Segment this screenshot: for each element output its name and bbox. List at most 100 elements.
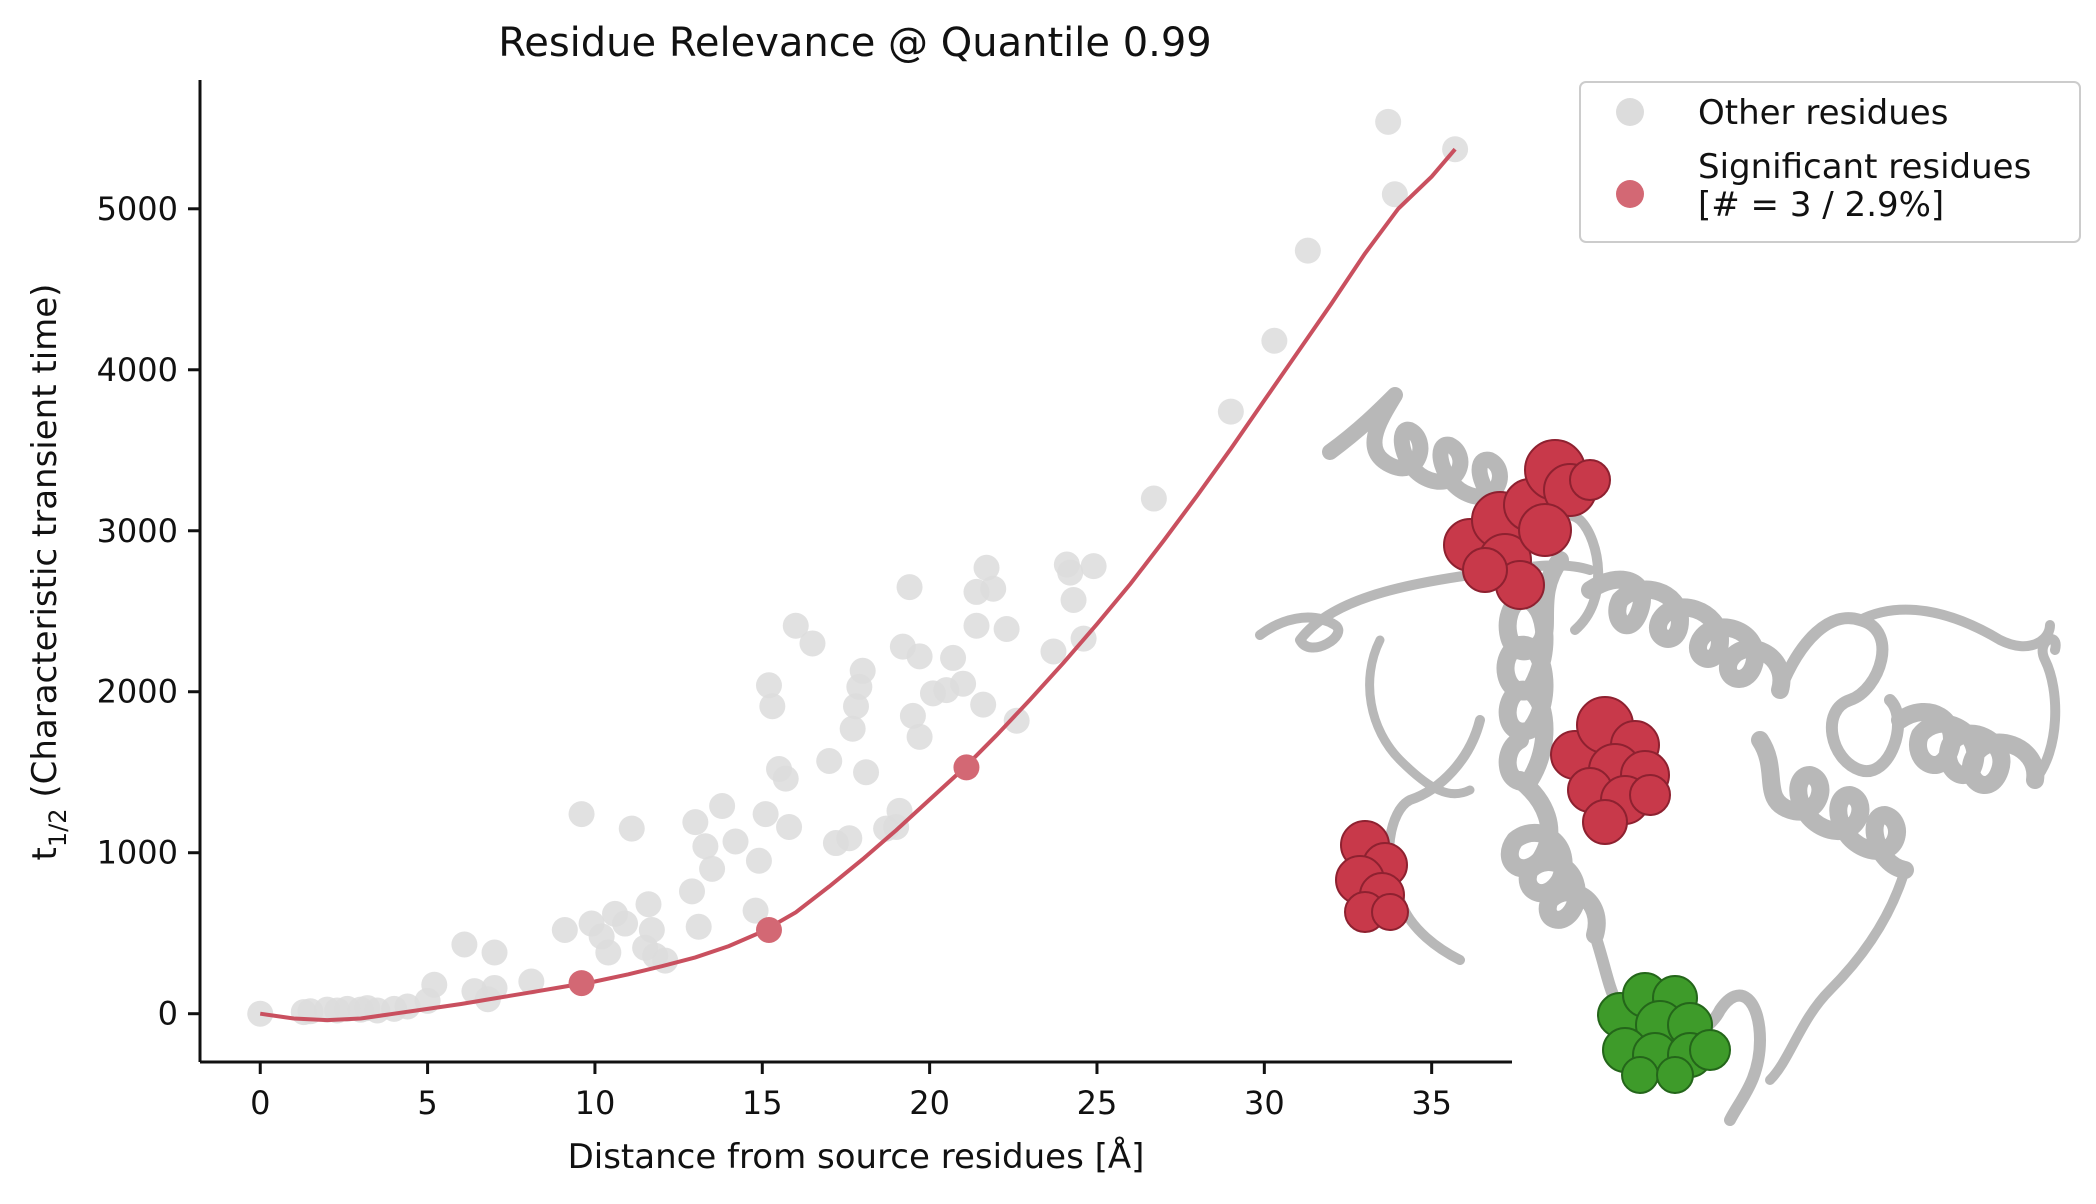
legend-label-other: Other residues — [1698, 93, 1948, 133]
other-residue-point — [699, 855, 726, 882]
x-tick-label: 20 — [909, 1084, 950, 1122]
other-residue-point — [759, 693, 786, 720]
other-residue-point — [551, 916, 578, 943]
other-residue-point — [836, 825, 863, 852]
other-residue-point — [940, 644, 967, 671]
other-residue-point — [692, 833, 719, 860]
significant-residue-point — [568, 970, 595, 997]
other-residue-point — [1381, 181, 1408, 208]
x-tick-label: 30 — [1244, 1084, 1285, 1122]
other-residue-point — [896, 574, 923, 601]
x-tick-label: 10 — [575, 1084, 616, 1122]
legend-box — [1579, 81, 2081, 243]
other-residue-point — [1140, 485, 1167, 512]
other-residue-point — [568, 801, 595, 828]
other-residues-points — [247, 108, 1469, 1027]
other-residue-point — [1060, 586, 1087, 613]
other-residue-point — [839, 715, 866, 742]
y-axis-label: t1/2 (Characteristic transient time) — [25, 284, 72, 861]
other-residue-point — [1375, 108, 1402, 135]
other-residue-point — [799, 630, 826, 657]
other-residue-point — [853, 759, 880, 786]
other-residue-point — [1080, 553, 1107, 580]
source-residue-spheres — [1597, 972, 1731, 1094]
legend-label-significant-line1: Significant residues — [1698, 147, 2031, 187]
other-residue-point — [595, 939, 622, 966]
other-residue-point — [950, 670, 977, 697]
y-axis-label-main: t — [25, 847, 65, 860]
other-residue-point — [638, 916, 665, 943]
other-residue-point — [993, 615, 1020, 642]
x-tick-label: 0 — [250, 1084, 270, 1122]
protein-structure-image — [1255, 387, 2061, 1126]
y-ticks: 0 1000 2000 3000 4000 5000 — [97, 190, 200, 1033]
legend-label-significant: Significant residues [# = 3 / 2.9%] — [1698, 147, 2042, 225]
other-residue-point — [685, 913, 712, 940]
other-residue-point — [906, 723, 933, 750]
y-tick-label: 5000 — [97, 190, 178, 228]
other-residue-point — [752, 801, 779, 828]
other-residue-point — [1003, 707, 1030, 734]
other-residue-point — [709, 793, 736, 820]
other-residue-point — [742, 897, 769, 924]
other-residue-point — [849, 657, 876, 684]
legend-marker-other — [1616, 98, 1644, 126]
x-axis-label: Distance from source residues [Å] — [568, 1136, 1145, 1177]
y-tick-label: 4000 — [97, 351, 178, 389]
other-residue-point — [973, 554, 1000, 581]
legend-marker-significant — [1616, 180, 1644, 208]
other-residue-point — [782, 612, 809, 639]
other-residue-point — [745, 847, 772, 874]
other-residue-point — [899, 702, 926, 729]
x-tick-label: 35 — [1411, 1084, 1452, 1122]
legend-label-significant-line2: [# = 3 / 2.9%] — [1698, 185, 1944, 225]
other-residue-point — [421, 971, 448, 998]
other-residue-point — [518, 968, 545, 995]
other-residue-point — [618, 815, 645, 842]
significant-residue-spheres — [1335, 439, 1671, 933]
x-tick-label: 15 — [742, 1084, 783, 1122]
significant-residues-points — [568, 754, 980, 997]
other-residue-point — [1261, 327, 1288, 354]
y-tick-label: 0 — [158, 995, 178, 1033]
other-residue-point — [682, 809, 709, 836]
other-residue-point — [963, 612, 990, 639]
significant-residue-point — [755, 916, 782, 943]
y-axis-label-subscript: 1/2 — [44, 808, 72, 847]
other-residue-point — [652, 947, 679, 974]
significant-residue-point — [953, 754, 980, 781]
y-tick-label: 3000 — [97, 512, 178, 550]
other-residue-point — [1217, 398, 1244, 425]
chart-title: Residue Relevance @ Quantile 0.99 — [498, 20, 1212, 66]
other-residue-point — [481, 974, 508, 1001]
y-tick-label: 2000 — [97, 673, 178, 711]
other-residue-point — [1040, 638, 1067, 665]
legend: Other residues Significant residues [# =… — [1579, 81, 2081, 243]
other-residue-point — [612, 910, 639, 937]
x-tick-label: 5 — [417, 1084, 437, 1122]
other-residue-point — [772, 765, 799, 792]
other-residue-point — [1057, 559, 1084, 586]
other-residue-point — [886, 797, 913, 824]
y-tick-label: 1000 — [97, 834, 178, 872]
other-residue-point — [980, 575, 1007, 602]
y-axis-label-rest: (Characteristic transient time) — [25, 284, 65, 809]
other-residue-point — [481, 939, 508, 966]
other-residue-point — [843, 693, 869, 720]
other-residue-point — [816, 747, 843, 774]
other-residue-point — [970, 691, 997, 718]
x-ticks: 0 5 10 15 20 25 30 35 — [250, 1062, 1452, 1122]
axes — [198, 80, 1512, 1064]
other-residue-point — [451, 931, 478, 958]
other-residue-point — [635, 891, 662, 918]
other-residue-point — [679, 878, 705, 905]
other-residue-point — [1294, 237, 1321, 264]
fit-curve — [259, 147, 1457, 1023]
other-residue-point — [776, 813, 803, 840]
x-tick-label: 25 — [1077, 1084, 1118, 1122]
other-residue-point — [722, 828, 749, 855]
other-residue-point — [906, 643, 933, 670]
other-residue-point — [755, 672, 782, 699]
